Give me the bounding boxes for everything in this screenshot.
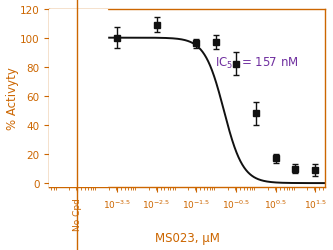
Text: IC$_{50}$ = 157 nM: IC$_{50}$ = 157 nM [215,56,299,70]
X-axis label: MS023, μM: MS023, μM [155,232,220,244]
Y-axis label: % Activyty: % Activyty [6,67,19,130]
Bar [49,10,107,188]
